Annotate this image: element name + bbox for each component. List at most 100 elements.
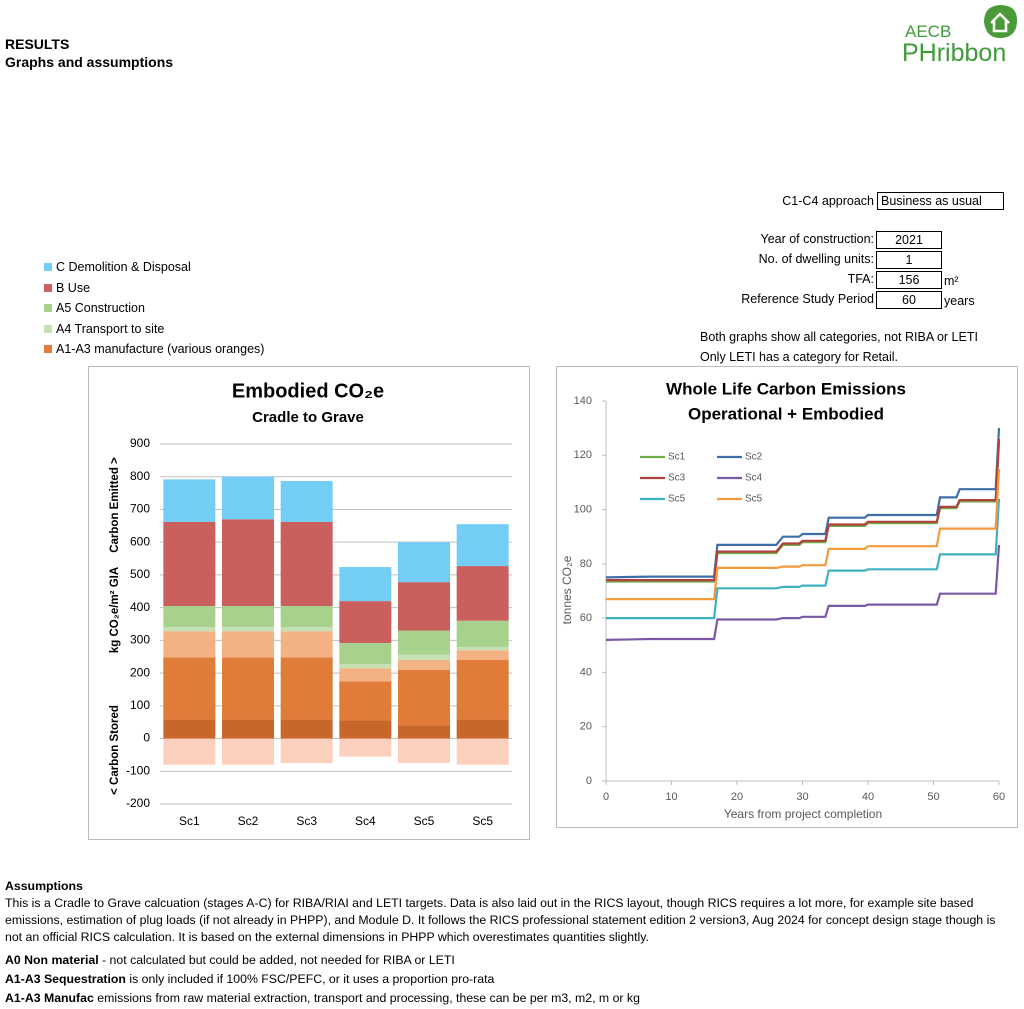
bar-segment	[163, 479, 216, 522]
y-tick-label: 0	[586, 775, 592, 787]
x-axis-label: Years from project completion	[724, 807, 882, 821]
input-value[interactable]: 2021	[876, 231, 942, 249]
y-axis-label: kg CO₂e/m² GIA	[109, 567, 121, 653]
assumption-text: - not calculated but could be added, not…	[98, 953, 455, 967]
bar-segment	[339, 567, 392, 602]
input-value[interactable]: 60	[876, 291, 942, 309]
legend-label: Sc5	[745, 494, 763, 505]
x-tick-label: Sc1	[179, 814, 200, 828]
assumption-item: A1-A3 Manufac emissions from raw materia…	[5, 990, 1015, 1007]
bar-segment	[339, 681, 392, 721]
x-tick-label: Sc4	[355, 814, 376, 828]
note: Only LETI has a category for Retail.	[700, 350, 899, 364]
input-label: C1-C4 approach	[782, 194, 874, 208]
legend-label: Sc3	[668, 473, 686, 484]
legend-swatch	[44, 263, 52, 271]
assumptions-text: This is a Cradle to Grave calcuation (st…	[5, 896, 996, 944]
bar-segment	[222, 476, 274, 520]
assumption-term: A1-A3 Sequestration	[5, 972, 126, 986]
bar-segment	[222, 519, 274, 606]
assumption-text: emissions from raw material extraction, …	[93, 991, 640, 1005]
bar-segment	[280, 521, 333, 606]
legend-swatch	[44, 324, 52, 333]
logo-org: AECB	[905, 22, 952, 41]
x-tick-label: Sc5	[414, 814, 435, 828]
y-tick-label: 600	[130, 534, 150, 548]
bar-segment	[456, 620, 509, 647]
logo-icon	[984, 5, 1018, 38]
legend-item: B Use	[44, 281, 90, 295]
bar-segment	[398, 660, 450, 670]
y-tick-label: 20	[580, 721, 592, 733]
x-tick-label: 10	[665, 791, 677, 803]
line-series	[606, 468, 1001, 601]
bar-segment	[339, 601, 392, 643]
x-tick-label: 60	[993, 791, 1005, 803]
x-tick-label: 20	[731, 791, 743, 803]
y-tick-label: 200	[130, 665, 150, 679]
x-tick-label: 40	[862, 791, 874, 803]
legend-item: C Demolition & Disposal	[44, 260, 191, 274]
y-axis-label: tonnes CO₂e	[560, 555, 574, 624]
bar-segment	[280, 657, 333, 720]
logo-product: PHribbon	[902, 39, 1007, 67]
legend-swatch	[44, 283, 52, 292]
chart-subtitle: Cradle to Grave	[252, 409, 364, 426]
bar-segment	[163, 657, 216, 720]
x-tick-label: Sc5	[472, 814, 493, 828]
page-title: RESULTS	[5, 36, 70, 52]
bar-segment	[222, 631, 274, 658]
legend-label: Sc2	[745, 452, 763, 463]
bar-segment	[339, 720, 392, 739]
note: Both graphs show all categories, not RIB…	[700, 330, 978, 344]
y-tick-label: 400	[130, 600, 150, 614]
legend-label: A5 Construction	[56, 301, 145, 315]
chart-subtitle: Operational + Embodied	[688, 404, 884, 423]
bar-segment	[163, 627, 216, 632]
assumption-term: A1-A3 Manufac	[5, 991, 94, 1005]
bar-segment	[398, 582, 450, 631]
bar-segment	[222, 627, 274, 632]
bar-segment	[339, 664, 392, 669]
bar-segment	[398, 669, 450, 726]
bar-segment	[456, 646, 509, 651]
chart-title: Whole Life Carbon Emissions	[666, 379, 906, 398]
assumptions: Assumptions This is a Cradle to Grave ca…	[5, 878, 1015, 1009]
x-tick-label: 0	[603, 791, 609, 803]
y-tick-label: 300	[130, 633, 150, 647]
assumptions-list: A0 Non material - not calculated but cou…	[5, 952, 1015, 1007]
legend-swatch	[44, 345, 52, 353]
y-tick-label: 80	[580, 558, 592, 570]
bar-segment	[398, 725, 450, 739]
bar-segment	[456, 738, 509, 765]
assumption-term: A0 Non material	[5, 953, 99, 967]
input-value[interactable]: 156	[876, 271, 942, 289]
bar-segment	[456, 524, 509, 567]
bar-segment	[280, 738, 333, 764]
assumptions-heading: Assumptions	[5, 879, 83, 893]
y-tick-label: 140	[574, 395, 592, 407]
bar-segment	[398, 542, 450, 583]
y-tick-label: 100	[574, 503, 592, 515]
y-tick-label: 60	[580, 612, 592, 624]
bar-segment	[456, 566, 509, 621]
legend-label: B Use	[56, 280, 91, 295]
chart-title: Embodied CO₂e	[232, 380, 384, 402]
bar-segment	[163, 738, 216, 765]
y-tick-label: 800	[130, 469, 150, 483]
input-value[interactable]: Business as usual	[877, 192, 1004, 210]
x-tick-label: 50	[927, 791, 939, 803]
y-tick-label: -100	[126, 763, 150, 777]
page-subtitle: Graphs and assumptions	[5, 54, 174, 70]
input-value[interactable]: 1	[876, 251, 942, 269]
line-series	[606, 498, 1001, 620]
x-tick-label: Sc3	[296, 814, 317, 828]
bar-segment	[280, 631, 333, 658]
bar-segment	[163, 521, 216, 606]
input-label: Reference Study Period	[741, 292, 874, 306]
input-label: Year of construction:	[760, 232, 875, 246]
legend-label: A4 Transport to site	[56, 321, 165, 336]
legend-label: C Demolition & Disposal	[56, 260, 191, 274]
